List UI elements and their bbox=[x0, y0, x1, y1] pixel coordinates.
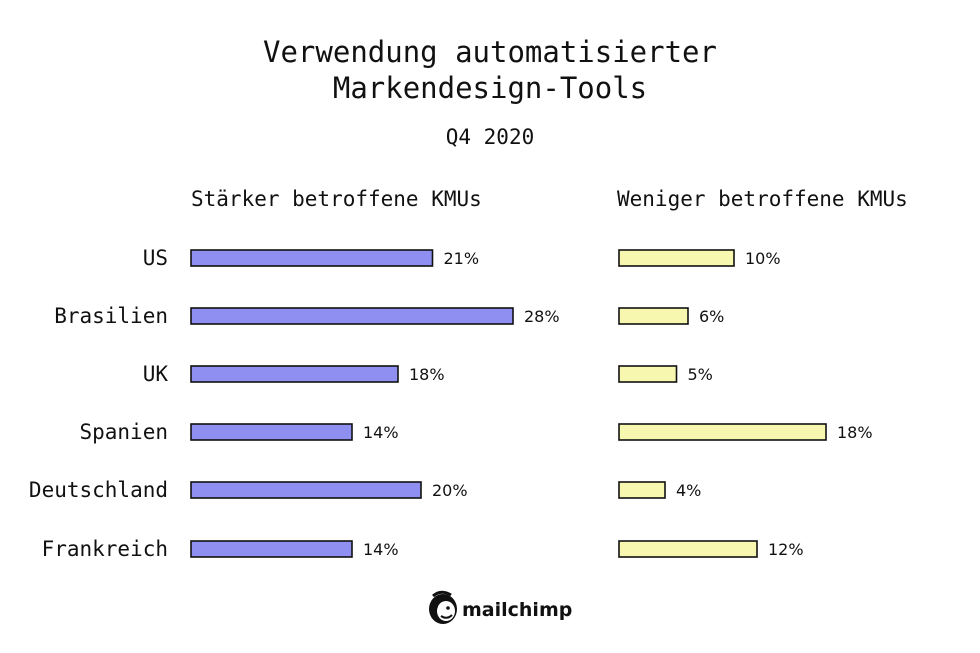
left-panel-bar bbox=[190, 481, 422, 499]
category-label: Frankreich bbox=[42, 537, 168, 561]
right-panel-bar bbox=[618, 249, 735, 267]
left-panel-value-label: 28% bbox=[524, 307, 560, 326]
left-panel-value-label: 20% bbox=[432, 481, 468, 500]
chart-title-line-2: Markendesign-Tools bbox=[333, 71, 647, 105]
right-panel-value-label: 5% bbox=[688, 365, 713, 384]
right-panel-bar bbox=[618, 540, 758, 558]
right-panel-bar bbox=[618, 423, 827, 441]
right-panel-value-label: 12% bbox=[768, 540, 804, 559]
right-panel-value-label: 18% bbox=[837, 423, 873, 442]
brand-wordmark: mailchimp bbox=[462, 599, 572, 621]
left-panel-value-label: 18% bbox=[409, 365, 445, 384]
category-label: US bbox=[143, 246, 168, 270]
chart-subtitle: Q4 2020 bbox=[446, 125, 535, 149]
right-panel-bar bbox=[618, 481, 666, 499]
category-labels: US Brasilien UK Spanien Deutschland Frankreic… bbox=[29, 246, 168, 561]
right-panel-bars: 10% 6% 5% 18% 4% 12% bbox=[618, 249, 873, 559]
right-panel-bar bbox=[618, 365, 678, 383]
chart-title-line-1: Verwendung automatisierter bbox=[263, 35, 717, 69]
right-panel-bar bbox=[618, 307, 689, 325]
left-panel-bar bbox=[190, 249, 434, 267]
left-panel-bar bbox=[190, 307, 514, 325]
left-panel-value-label: 21% bbox=[444, 249, 480, 268]
category-label: Deutschland bbox=[29, 478, 168, 502]
left-panel-bar bbox=[190, 365, 399, 383]
right-panel-value-label: 4% bbox=[676, 481, 701, 500]
left-panel-title: Stärker betroffene KMUs bbox=[191, 187, 482, 211]
left-panel-value-label: 14% bbox=[363, 540, 399, 559]
mailchimp-logo: mailchimp bbox=[429, 590, 572, 624]
left-panel-bars: 21% 28% 18% 14% 20% 14% bbox=[190, 249, 560, 559]
category-label: Spanien bbox=[79, 420, 168, 444]
left-panel-bar bbox=[190, 423, 353, 441]
category-label: Brasilien bbox=[54, 304, 168, 328]
freddie-icon bbox=[429, 590, 457, 624]
right-panel-title: Weniger betroffene KMUs bbox=[617, 187, 908, 211]
category-label: UK bbox=[143, 362, 169, 386]
right-panel-value-label: 6% bbox=[699, 307, 724, 326]
left-panel-bar bbox=[190, 540, 353, 558]
left-panel-value-label: 14% bbox=[363, 423, 399, 442]
right-panel-value-label: 10% bbox=[745, 249, 781, 268]
